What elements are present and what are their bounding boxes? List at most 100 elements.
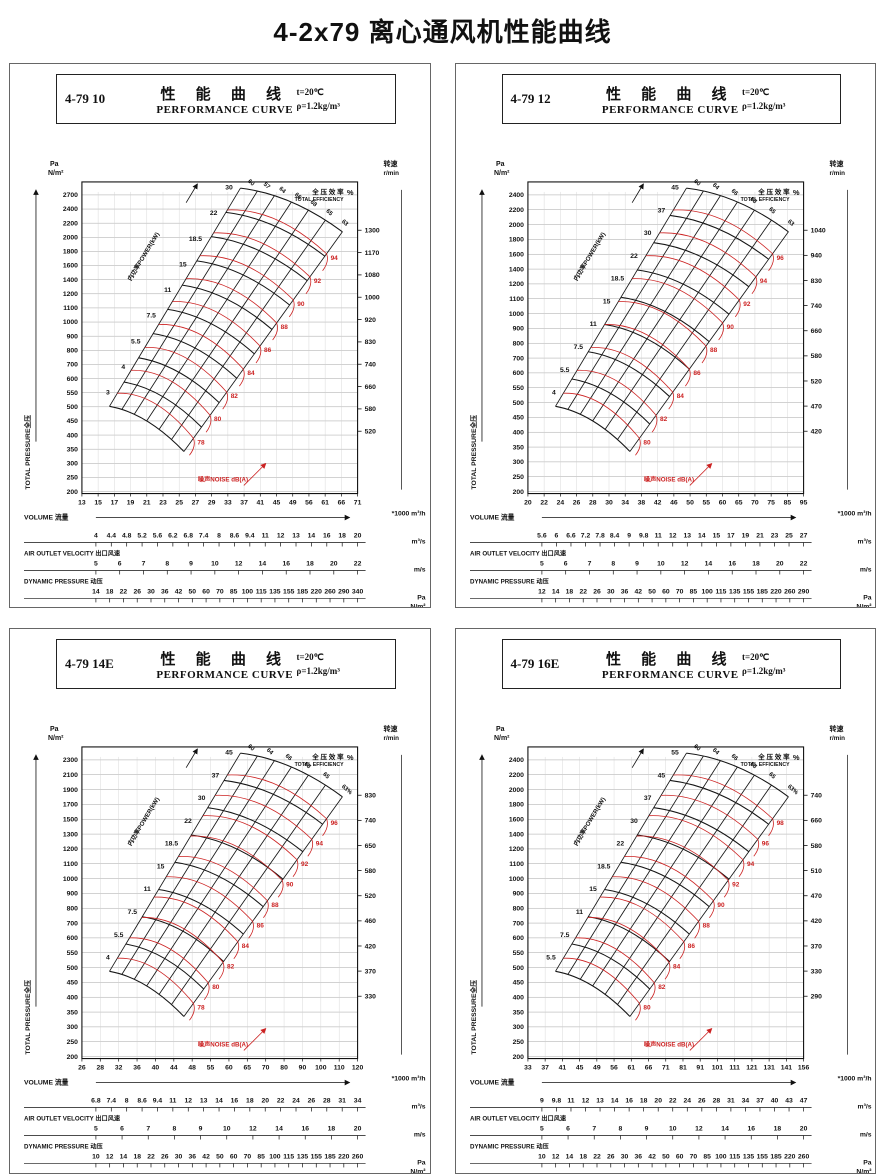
svg-text:11: 11 bbox=[589, 321, 596, 328]
svg-text:*1000 m³/h: *1000 m³/h bbox=[392, 511, 426, 518]
svg-text:23: 23 bbox=[770, 533, 778, 540]
svg-text:8: 8 bbox=[611, 560, 615, 567]
svg-text:40: 40 bbox=[152, 1065, 160, 1072]
svg-text:92: 92 bbox=[301, 861, 309, 868]
svg-text:94: 94 bbox=[759, 278, 767, 285]
svg-text:155: 155 bbox=[283, 588, 295, 595]
svg-text:7.4: 7.4 bbox=[199, 533, 209, 540]
svg-text:1170: 1170 bbox=[365, 250, 380, 257]
svg-text:4.4: 4.4 bbox=[107, 533, 117, 540]
svg-text:18: 18 bbox=[565, 588, 573, 595]
svg-text:18: 18 bbox=[773, 1126, 781, 1133]
svg-text:420: 420 bbox=[810, 919, 822, 926]
svg-text:45: 45 bbox=[273, 500, 281, 507]
svg-text:26: 26 bbox=[161, 1154, 169, 1161]
svg-text:45: 45 bbox=[575, 1065, 583, 1072]
svg-text:50: 50 bbox=[648, 588, 656, 595]
svg-text:300: 300 bbox=[67, 1025, 79, 1032]
svg-text:7: 7 bbox=[142, 560, 146, 567]
svg-text:500: 500 bbox=[67, 965, 79, 972]
svg-text:20: 20 bbox=[776, 560, 784, 567]
svg-text:600: 600 bbox=[67, 376, 79, 383]
svg-text:830: 830 bbox=[810, 278, 822, 285]
svg-text:m³/s: m³/s bbox=[857, 1104, 871, 1111]
svg-text:10: 10 bbox=[223, 1126, 231, 1133]
fan-model: 4-79 16E bbox=[510, 656, 560, 672]
svg-text:71: 71 bbox=[354, 500, 362, 507]
svg-text:82: 82 bbox=[660, 416, 668, 423]
svg-text:12: 12 bbox=[581, 1098, 589, 1105]
svg-text:60: 60 bbox=[662, 588, 670, 595]
svg-text:6: 6 bbox=[120, 1126, 124, 1133]
svg-text:40: 40 bbox=[770, 1098, 778, 1105]
svg-text:1600: 1600 bbox=[508, 817, 523, 824]
svg-text:450: 450 bbox=[67, 980, 79, 987]
svg-text:81: 81 bbox=[679, 1065, 687, 1072]
svg-text:98: 98 bbox=[776, 820, 784, 827]
svg-text:350: 350 bbox=[67, 1010, 79, 1017]
svg-text:260: 260 bbox=[352, 1154, 364, 1161]
svg-text:115: 115 bbox=[256, 588, 267, 595]
svg-text:2700: 2700 bbox=[63, 192, 78, 199]
performance-curve-chart: 2400 2200 2000 1800 1600 1400 1200 1100 1000 900 8… bbox=[468, 724, 871, 1172]
svg-text:400: 400 bbox=[512, 429, 524, 436]
svg-text:85: 85 bbox=[257, 1154, 265, 1161]
svg-text:9: 9 bbox=[627, 533, 631, 540]
svg-text:14: 14 bbox=[259, 560, 267, 567]
svg-text:内功率POWER(kW): 内功率POWER(kW) bbox=[126, 796, 161, 848]
svg-text:Pa: Pa bbox=[417, 1160, 426, 1167]
svg-text:9.4: 9.4 bbox=[153, 1098, 163, 1105]
panel-4-79-16E: 4-79 16E 性 能 曲 线 PERFORMANCE CURVE t=20℃… bbox=[454, 628, 876, 1174]
svg-text:90: 90 bbox=[299, 1065, 307, 1072]
svg-text:66: 66 bbox=[338, 500, 346, 507]
title-cn: 性 能 曲 线 bbox=[160, 85, 289, 103]
svg-text:14: 14 bbox=[215, 1098, 223, 1105]
svg-text:12: 12 bbox=[277, 533, 285, 540]
svg-text:740: 740 bbox=[810, 793, 822, 800]
svg-text:650: 650 bbox=[365, 843, 377, 850]
svg-text:Pa: Pa bbox=[495, 161, 504, 168]
svg-text:80: 80 bbox=[214, 416, 222, 423]
svg-text:65: 65 bbox=[244, 1065, 252, 1072]
svg-text:91: 91 bbox=[696, 1065, 704, 1072]
svg-text:13: 13 bbox=[78, 500, 86, 507]
svg-text:7.8: 7.8 bbox=[595, 533, 605, 540]
svg-text:220: 220 bbox=[311, 588, 323, 595]
svg-text:10: 10 bbox=[92, 1154, 100, 1161]
svg-text:16: 16 bbox=[625, 1098, 633, 1105]
svg-text:AIR OUTLET VELOCITY 出口风速: AIR OUTLET VELOCITY 出口风速 bbox=[24, 1115, 121, 1123]
svg-text:7: 7 bbox=[146, 1126, 150, 1133]
svg-text:转速: 转速 bbox=[829, 724, 843, 733]
svg-text:65: 65 bbox=[767, 207, 776, 216]
svg-text:11: 11 bbox=[567, 1098, 574, 1105]
svg-text:%: % bbox=[792, 753, 799, 762]
svg-text:22: 22 bbox=[210, 210, 218, 217]
svg-text:TOTAL PRESSURE全压: TOTAL PRESSURE全压 bbox=[23, 980, 32, 1055]
svg-text:7.4: 7.4 bbox=[107, 1098, 117, 1105]
performance-curve-chart: 2300 2100 1900 1700 1500 1300 1200 1100 1000 900 8… bbox=[23, 724, 426, 1172]
bottom-scales: *1000 m³/h VOLUME 流量 5.6 6 6.6 7.2 7.8 8.4 9 9.8 1… bbox=[469, 511, 871, 608]
svg-text:2200: 2200 bbox=[508, 772, 523, 779]
svg-text:260: 260 bbox=[784, 588, 796, 595]
svg-text:16: 16 bbox=[282, 560, 290, 567]
svg-text:DYNAMIC PRESSURE 动压: DYNAMIC PRESSURE 动压 bbox=[469, 577, 549, 585]
svg-text:300: 300 bbox=[512, 1025, 524, 1032]
svg-text:56: 56 bbox=[610, 1065, 618, 1072]
svg-text:45: 45 bbox=[657, 773, 665, 780]
svg-text:34: 34 bbox=[741, 1098, 749, 1105]
chart-title: 性 能 曲 线 PERFORMANCE CURVE bbox=[599, 648, 743, 681]
svg-text:60: 60 bbox=[225, 1065, 233, 1072]
svg-text:AIR OUTLET VELOCITY 出口风速: AIR OUTLET VELOCITY 出口风速 bbox=[469, 1115, 566, 1123]
svg-text:1000: 1000 bbox=[508, 311, 523, 318]
title-en: PERFORMANCE CURVE bbox=[601, 668, 739, 681]
svg-text:78: 78 bbox=[197, 439, 205, 446]
svg-text:92: 92 bbox=[732, 882, 740, 889]
flow-axis: 26 28 32 36 40 44 48 55 60 65 70 80 90 100 110 120 bbox=[78, 757, 363, 1072]
svg-text:37: 37 bbox=[541, 1065, 549, 1072]
svg-text:5.2: 5.2 bbox=[137, 533, 147, 540]
svg-text:500: 500 bbox=[512, 965, 524, 972]
bottom-scales: *1000 m³/h VOLUME 流量 4 4.4 4.8 5.2 5.6 6.2 6.8 7.… bbox=[23, 511, 426, 607]
svg-text:830: 830 bbox=[365, 793, 377, 800]
svg-text:92: 92 bbox=[314, 278, 322, 285]
svg-text:18: 18 bbox=[579, 1154, 587, 1161]
